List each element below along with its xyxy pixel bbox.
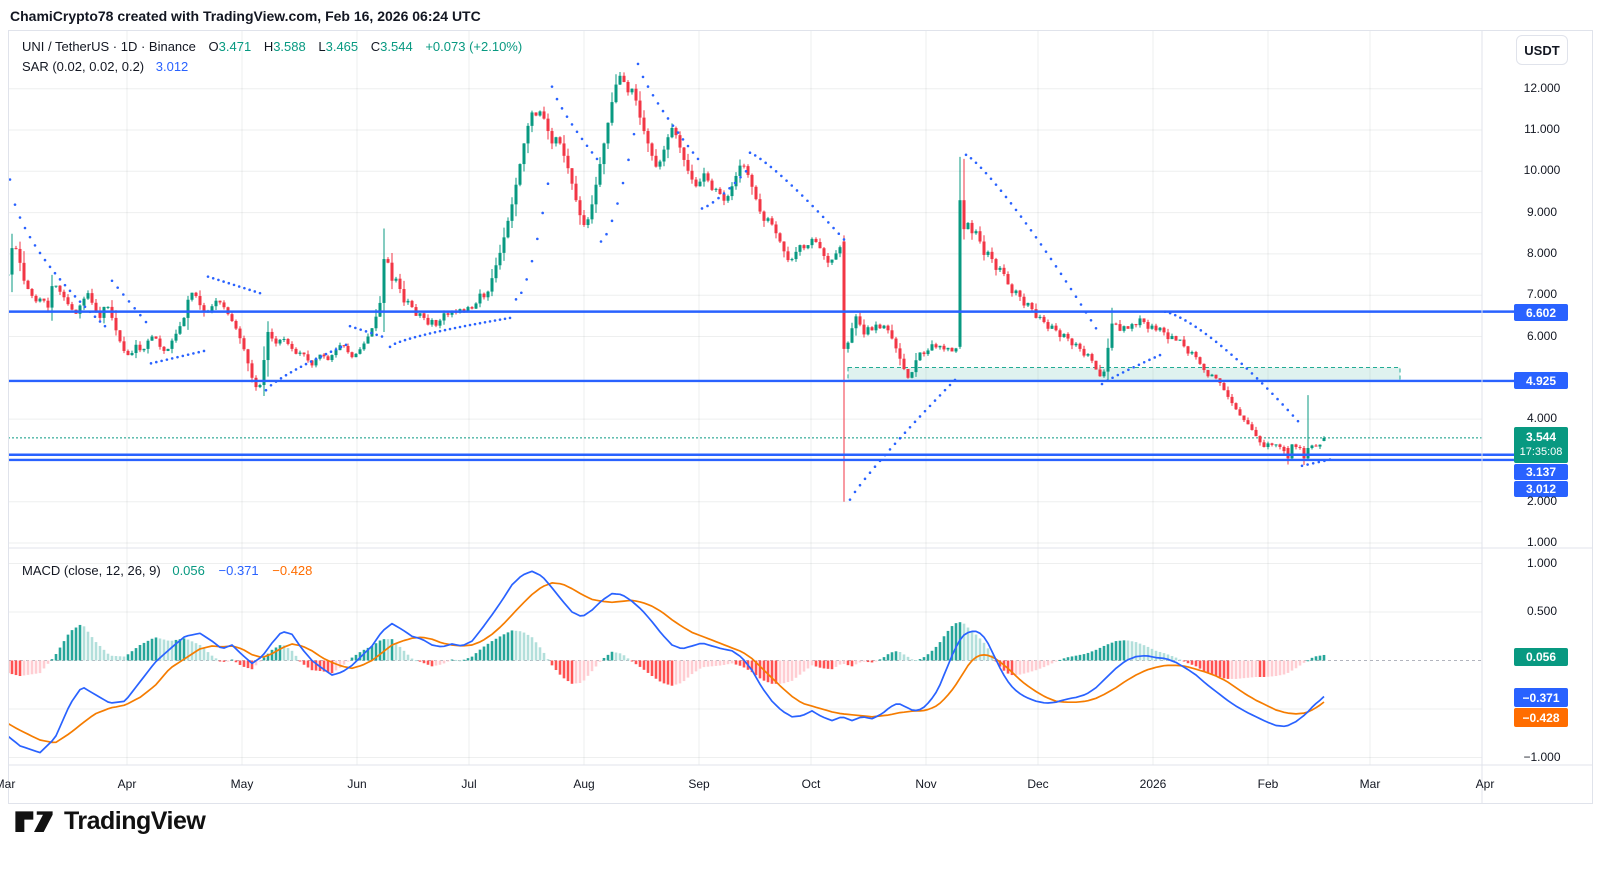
time-tick-label: Apr: [117, 777, 137, 791]
currency-toggle-button[interactable]: USDT: [1516, 35, 1568, 65]
macd-line-badge: −0.371: [1514, 688, 1568, 707]
open-label: O3.471: [208, 39, 252, 54]
macd-legend[interactable]: MACD (close, 12, 26, 9) 0.056 −0.371 −0.…: [22, 563, 312, 578]
close-value: 3.544: [380, 39, 413, 54]
price-level-badge-3137: 3.137: [1514, 464, 1568, 480]
last-price-badge: 3.544 17:35:08: [1514, 427, 1568, 463]
price-tick-label: 1.000: [1526, 535, 1558, 549]
time-tick-label: Jul: [461, 777, 477, 791]
price-tick-label: 11.000: [1524, 122, 1560, 136]
time-tick-label: Feb: [1257, 777, 1279, 791]
time-tick-label: 2026: [1139, 777, 1167, 791]
price-tick-label: 2.000: [1526, 493, 1558, 508]
macd-tick-label: 1.000: [1526, 555, 1558, 570]
macd-label: MACD (close, 12, 26, 9): [22, 563, 161, 578]
high-label: H3.588: [263, 39, 306, 54]
tradingview-logo[interactable]: TradingView: [14, 806, 206, 836]
time-tick-label: Apr: [1475, 777, 1495, 791]
time-tick-label: Sep: [688, 777, 710, 791]
macd-tick-label: −1.000: [1523, 749, 1561, 764]
time-tick-label: Dec: [1027, 777, 1049, 791]
low-value: 3.465: [325, 39, 359, 54]
bar-countdown: 17:35:08: [1519, 446, 1563, 458]
time-tick-label: Jun: [347, 777, 367, 791]
price-tick-label: 9.000: [1526, 204, 1558, 219]
time-tick-label: Oct: [801, 777, 821, 791]
open-value: 3.471: [218, 39, 252, 54]
low-label: L3.465: [318, 39, 359, 54]
sar-label: SAR (0.02, 0.02, 0.2): [22, 59, 145, 74]
price-tick-label: 7.000: [1526, 287, 1558, 302]
high-value: 3.588: [273, 39, 306, 54]
price-level-badge-4925: 4.925: [1514, 372, 1568, 389]
sar-legend[interactable]: SAR (0.02, 0.02, 0.2) 3.012: [22, 59, 188, 74]
price-tick-label: 10.000: [1523, 163, 1561, 178]
macd-line-value: −0.371: [218, 563, 259, 578]
change-value: +0.073 (+2.10%): [425, 39, 523, 54]
tradingview-logo-text: TradingView: [64, 806, 206, 835]
time-tick-label: Nov: [915, 777, 937, 791]
time-tick-label: Mar: [0, 777, 16, 791]
symbol-legend[interactable]: UNI / TetherUS · 1D · Binance O3.471 H3.…: [22, 39, 522, 54]
attribution-text: ChamiCrypto78 created with TradingView.c…: [10, 8, 481, 24]
macd-tick-label: 0.500: [1526, 604, 1558, 618]
time-tick-label: May: [230, 777, 254, 791]
price-level-badge-6602: 6.602: [1514, 304, 1568, 321]
sar-value: 3.012: [155, 59, 189, 74]
symbol-title: UNI / TetherUS · 1D · Binance: [22, 39, 196, 54]
macd-hist-value: 0.056: [172, 563, 205, 578]
macd-signal-value: −0.428: [272, 563, 313, 578]
time-tick-label: Aug: [573, 777, 595, 791]
price-tick-label: 8.000: [1526, 245, 1558, 260]
macd-hist-badge: 0.056: [1514, 648, 1568, 666]
price-tick-label: 4.000: [1526, 411, 1558, 426]
close-label: C3.544: [370, 39, 413, 54]
price-level-badge-3012: 3.012: [1514, 481, 1568, 497]
last-price-value: 3.544: [1525, 430, 1557, 444]
price-tick-label: 12.000: [1523, 80, 1561, 95]
macd-signal-badge: −0.428: [1514, 708, 1568, 727]
time-tick-label: Mar: [1359, 777, 1381, 791]
tradingview-logo-icon: [15, 811, 53, 833]
price-tick-label: 6.000: [1526, 328, 1558, 343]
